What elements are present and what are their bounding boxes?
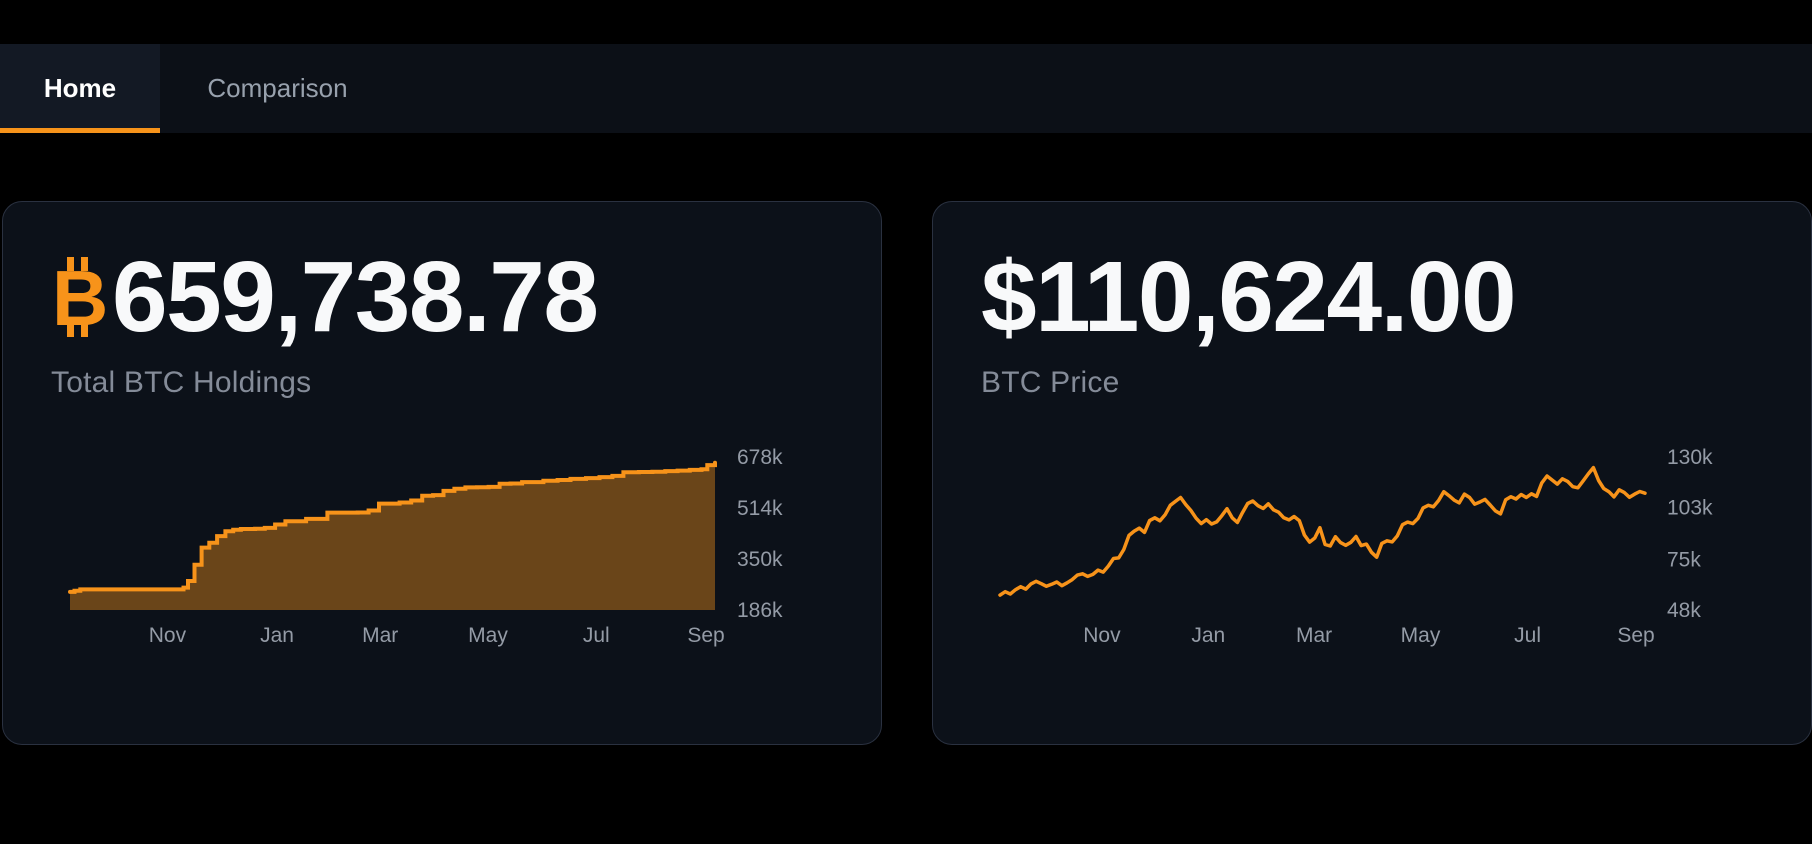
svg-text:Sep: Sep: [687, 624, 724, 647]
tab-comparison[interactable]: Comparison: [160, 44, 395, 133]
svg-text:678k: 678k: [737, 448, 783, 469]
svg-text:75k: 75k: [1667, 549, 1701, 572]
price-amount: 110,624.00: [1035, 241, 1516, 353]
price-chart-wrap: 130k 103k 75k 48k Nov Jan Mar May Jul Sep: [981, 448, 1763, 652]
price-label: BTC Price: [981, 366, 1120, 399]
svg-text:103k: 103k: [1667, 496, 1713, 519]
price-card: $110,624.00 BTC Price 130k 103k 75k 48k Nov J…: [932, 201, 1812, 745]
svg-text:130k: 130k: [1667, 448, 1713, 469]
holdings-amount: 659,738.78: [112, 241, 599, 353]
nav-bar: Home Comparison: [0, 44, 1812, 133]
price-chart: 130k 103k 75k 48k Nov Jan Mar May Jul Sep: [998, 448, 1713, 647]
svg-text:48k: 48k: [1667, 599, 1701, 622]
tab-comparison-label: Comparison: [207, 73, 348, 103]
usd-symbol: $: [981, 241, 1037, 353]
svg-text:350k: 350k: [737, 548, 783, 571]
svg-text:514k: 514k: [737, 497, 783, 520]
cards-row: B 659,738.78 Total BTC Holdings 678k 514k…: [2, 201, 1812, 745]
price-value: $110,624.00: [981, 244, 1763, 350]
active-tab-indicator: [0, 128, 160, 133]
holdings-label: Total BTC Holdings: [51, 366, 312, 399]
holdings-card: B 659,738.78 Total BTC Holdings 678k 514k…: [2, 201, 882, 745]
svg-text:Jan: Jan: [260, 624, 294, 647]
btc-symbol-icon: B: [52, 257, 107, 337]
svg-text:Mar: Mar: [362, 624, 398, 647]
holdings-value: B 659,738.78: [51, 244, 833, 350]
svg-text:May: May: [1401, 624, 1441, 647]
tab-home-label: Home: [43, 73, 117, 103]
svg-text:Mar: Mar: [1296, 624, 1332, 647]
svg-text:186k: 186k: [737, 599, 783, 622]
holdings-chart-wrap: 678k 514k 350k 186k Nov Jan Mar May Jul Sep: [51, 448, 833, 652]
svg-text:May: May: [468, 624, 508, 647]
svg-text:Jan: Jan: [1191, 624, 1225, 647]
holdings-chart: 678k 514k 350k 186k Nov Jan Mar May Jul Sep: [68, 448, 783, 647]
svg-text:B: B: [52, 257, 107, 337]
svg-text:Sep: Sep: [1617, 624, 1654, 647]
svg-text:Nov: Nov: [1083, 624, 1121, 647]
svg-text:Jul: Jul: [583, 624, 610, 647]
tab-home[interactable]: Home: [0, 44, 160, 133]
top-black-strip: [0, 0, 1812, 44]
svg-text:Nov: Nov: [149, 624, 187, 647]
svg-text:Jul: Jul: [1514, 624, 1541, 647]
